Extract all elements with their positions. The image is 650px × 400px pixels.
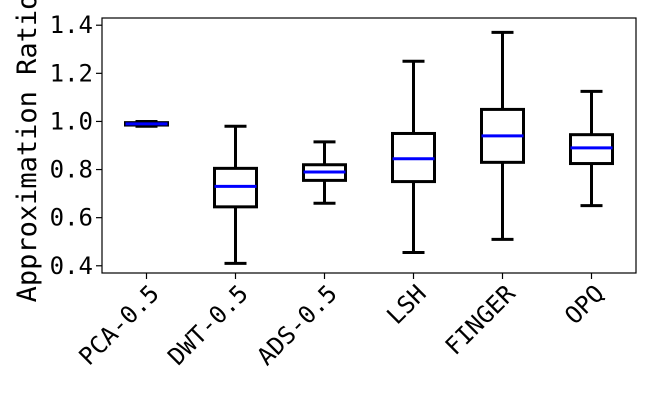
y-axis-label: Approximation Ratio xyxy=(12,0,43,302)
x-tick-label: FINGER xyxy=(440,279,521,360)
y-tick-label: 0.8 xyxy=(50,156,93,184)
x-tick-label: PCA-0.5 xyxy=(73,279,164,370)
y-tick-label: 1.2 xyxy=(50,59,93,87)
x-tick-label: DWT-0.5 xyxy=(162,279,253,370)
x-tick-label: OPQ xyxy=(559,279,609,329)
plot-frame xyxy=(101,17,637,274)
y-tick-label: 1.0 xyxy=(50,107,93,135)
x-tick-label: ADS-0.5 xyxy=(251,279,342,370)
y-tick-label: 0.6 xyxy=(50,204,93,232)
y-tick-label: 1.4 xyxy=(50,11,93,39)
x-tick-label: LSH xyxy=(381,279,431,329)
y-tick-label: 0.4 xyxy=(50,252,93,280)
